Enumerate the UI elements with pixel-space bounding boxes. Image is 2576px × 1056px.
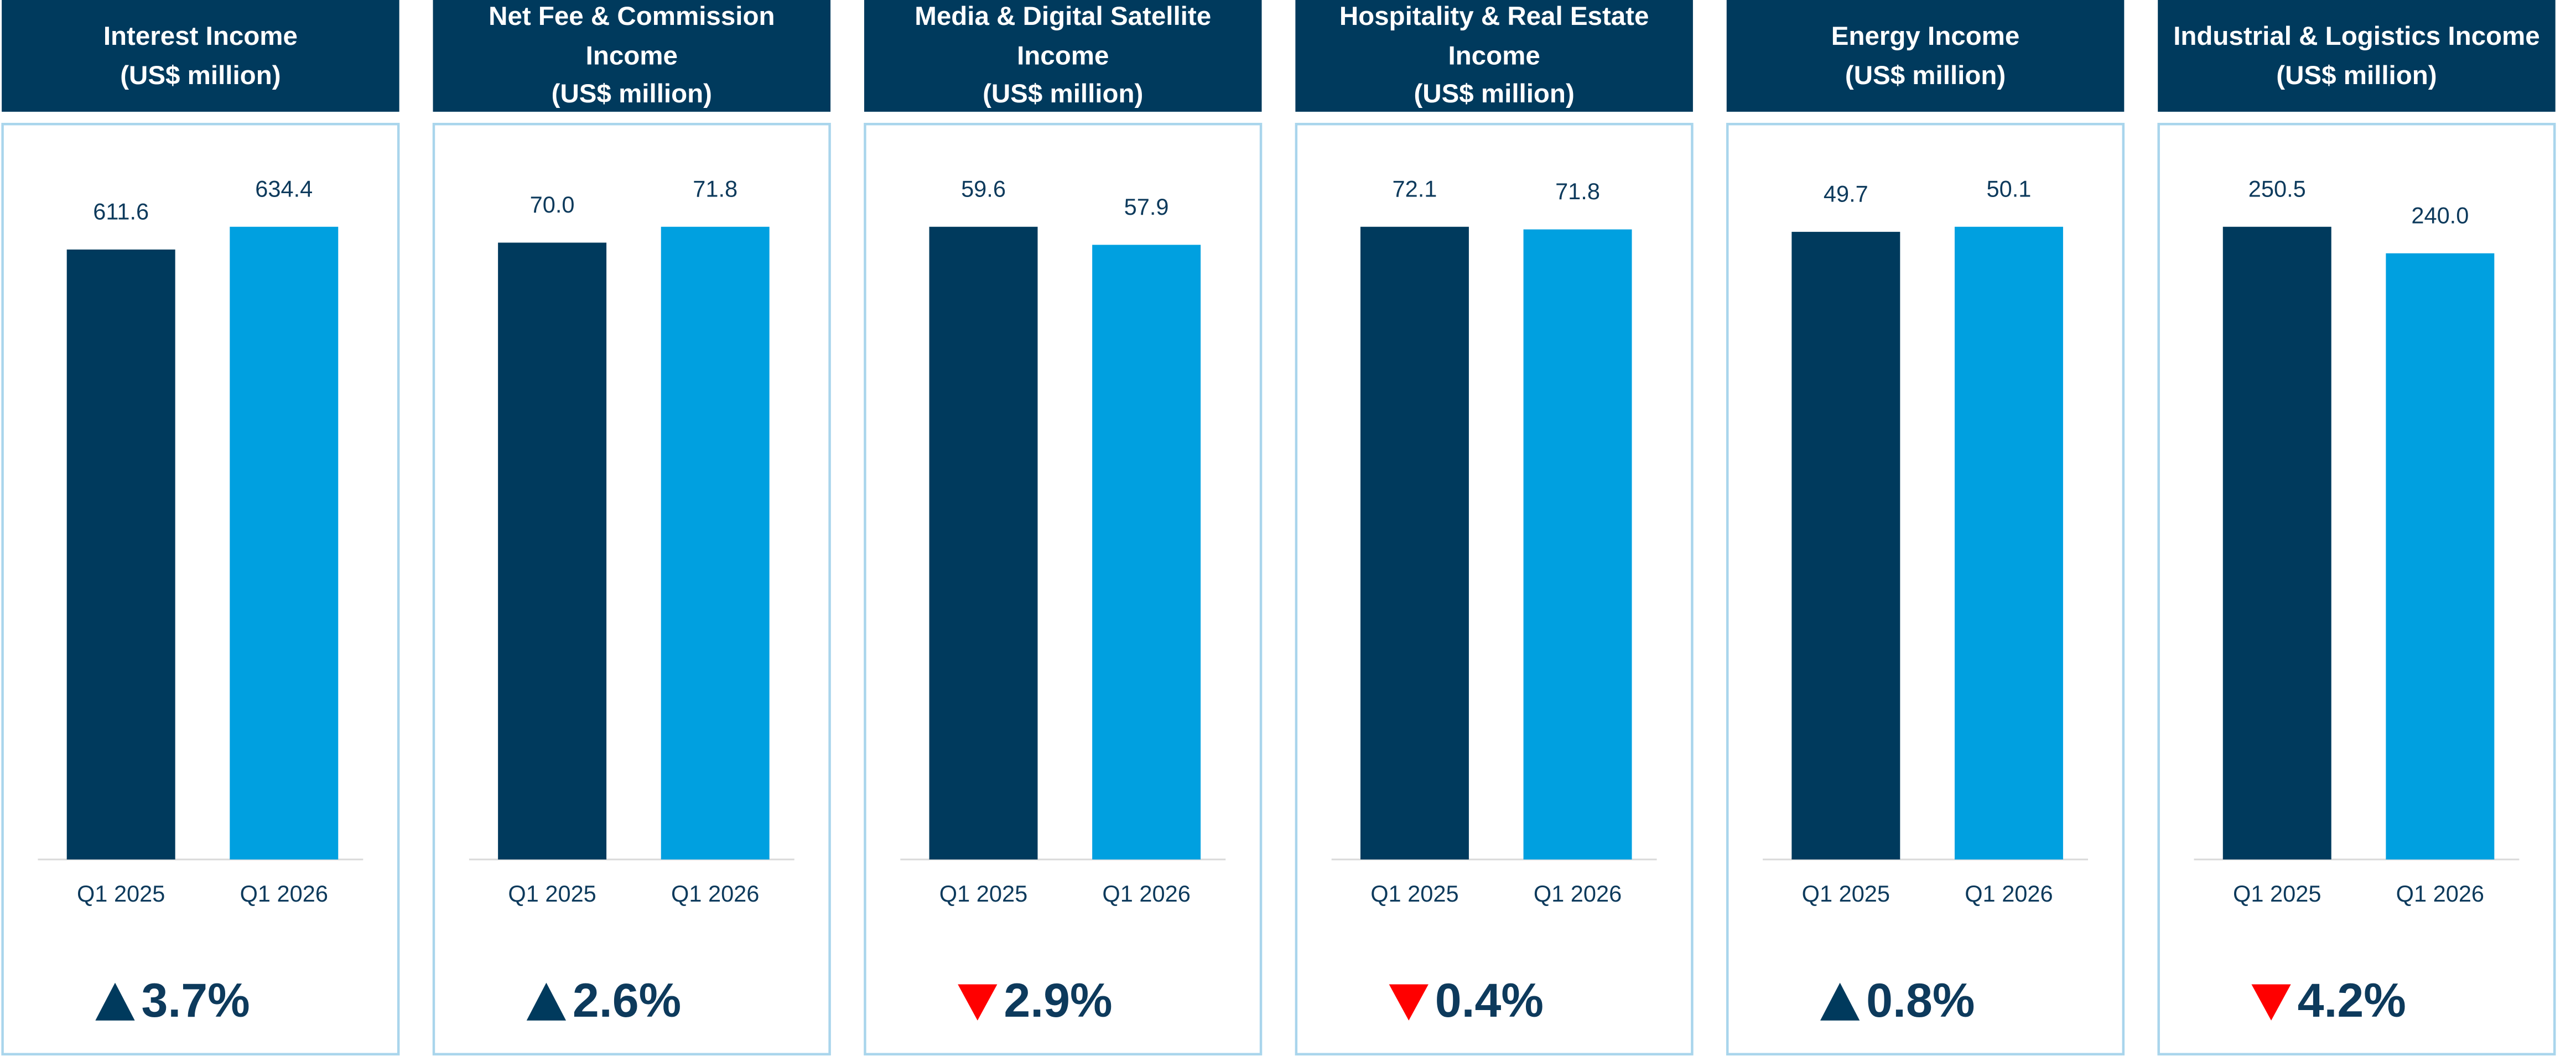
x-tick-label: Q1 2025 bbox=[77, 881, 165, 907]
change-label: 0.8% bbox=[1866, 974, 1975, 1027]
value-label: 57.9 bbox=[1124, 194, 1169, 220]
chart-title: Net Fee & Commission bbox=[489, 2, 775, 31]
direction-arrow bbox=[958, 984, 998, 1021]
x-tick-label: Q1 2026 bbox=[1534, 881, 1622, 907]
change-label: 2.6% bbox=[573, 974, 681, 1027]
panel bbox=[864, 122, 1263, 1055]
bar bbox=[498, 242, 607, 860]
bar bbox=[2386, 253, 2495, 860]
value-label: 49.7 bbox=[1824, 181, 1868, 207]
chart-title: (US$ million) bbox=[1845, 61, 2006, 90]
bar bbox=[929, 226, 1038, 860]
direction-arrow bbox=[95, 982, 135, 1021]
header bbox=[1726, 0, 2125, 112]
direction-arrow bbox=[526, 982, 567, 1021]
bar bbox=[1954, 226, 2063, 860]
value-label: 71.8 bbox=[1555, 178, 1600, 204]
value-label: 611.6 bbox=[93, 198, 149, 224]
chart-title: Energy Income bbox=[1831, 22, 2020, 51]
value-label: 72.1 bbox=[1392, 175, 1437, 201]
x-tick-label: Q1 2025 bbox=[1370, 881, 1458, 907]
chart-title: Media & Digital Satellite bbox=[915, 2, 1211, 31]
value-label: 70.0 bbox=[530, 191, 575, 218]
value-label: 240.0 bbox=[2411, 202, 2469, 228]
header bbox=[1295, 0, 1693, 112]
change-label: 2.9% bbox=[1004, 974, 1112, 1027]
bar bbox=[2222, 226, 2331, 860]
chart-title: (US$ million) bbox=[552, 79, 712, 108]
x-tick-label: Q1 2026 bbox=[1102, 881, 1190, 907]
chart-title: Hospitality & Real Estate bbox=[1339, 2, 1649, 31]
x-tick-label: Q1 2025 bbox=[939, 881, 1027, 907]
x-tick-label: Q1 2026 bbox=[671, 881, 759, 907]
direction-arrow bbox=[1820, 982, 1860, 1021]
chart-title: Income bbox=[1017, 41, 1109, 70]
bar bbox=[661, 226, 770, 860]
bar bbox=[66, 249, 175, 860]
panel bbox=[1726, 122, 2125, 1055]
x-tick-label: Q1 2025 bbox=[508, 881, 596, 907]
chart-title: (US$ million) bbox=[120, 61, 281, 90]
change-label: 4.2% bbox=[2298, 974, 2406, 1027]
chart-title: Income bbox=[586, 41, 678, 70]
direction-arrow bbox=[1389, 984, 1429, 1021]
chart-title: (US$ million) bbox=[983, 79, 1143, 108]
bar bbox=[1092, 245, 1201, 860]
change-label: 0.4% bbox=[1435, 974, 1544, 1027]
x-tick-label: Q1 2026 bbox=[240, 881, 328, 907]
value-label: 250.5 bbox=[2248, 175, 2306, 201]
chart-title: Industrial & Logistics Income bbox=[2173, 22, 2539, 51]
x-tick-label: Q1 2026 bbox=[2396, 881, 2484, 907]
value-label: 634.4 bbox=[255, 175, 313, 201]
chart-title: (US$ million) bbox=[2276, 61, 2437, 90]
panel bbox=[1295, 122, 1694, 1055]
x-tick-label: Q1 2025 bbox=[2233, 881, 2321, 907]
panel bbox=[432, 122, 831, 1055]
chart-title: (US$ million) bbox=[1414, 79, 1574, 108]
value-label: 71.8 bbox=[693, 175, 738, 201]
value-label: 59.6 bbox=[961, 175, 1006, 201]
header bbox=[2158, 0, 2556, 112]
change-label: 3.7% bbox=[142, 974, 250, 1027]
x-tick-label: Q1 2026 bbox=[1965, 881, 2053, 907]
header bbox=[433, 0, 831, 112]
direction-arrow bbox=[2251, 984, 2291, 1021]
chart-title: Income bbox=[1448, 41, 1540, 70]
bar bbox=[1791, 231, 1900, 860]
panel bbox=[2157, 122, 2556, 1055]
bar bbox=[1360, 226, 1469, 860]
bar bbox=[1523, 229, 1632, 860]
header bbox=[2, 0, 399, 112]
bar bbox=[230, 226, 339, 860]
chart-title: Interest Income bbox=[103, 22, 298, 51]
panel bbox=[1, 122, 400, 1055]
header bbox=[864, 0, 1262, 112]
x-tick-label: Q1 2025 bbox=[1802, 881, 1890, 907]
value-label: 50.1 bbox=[1987, 175, 2032, 201]
